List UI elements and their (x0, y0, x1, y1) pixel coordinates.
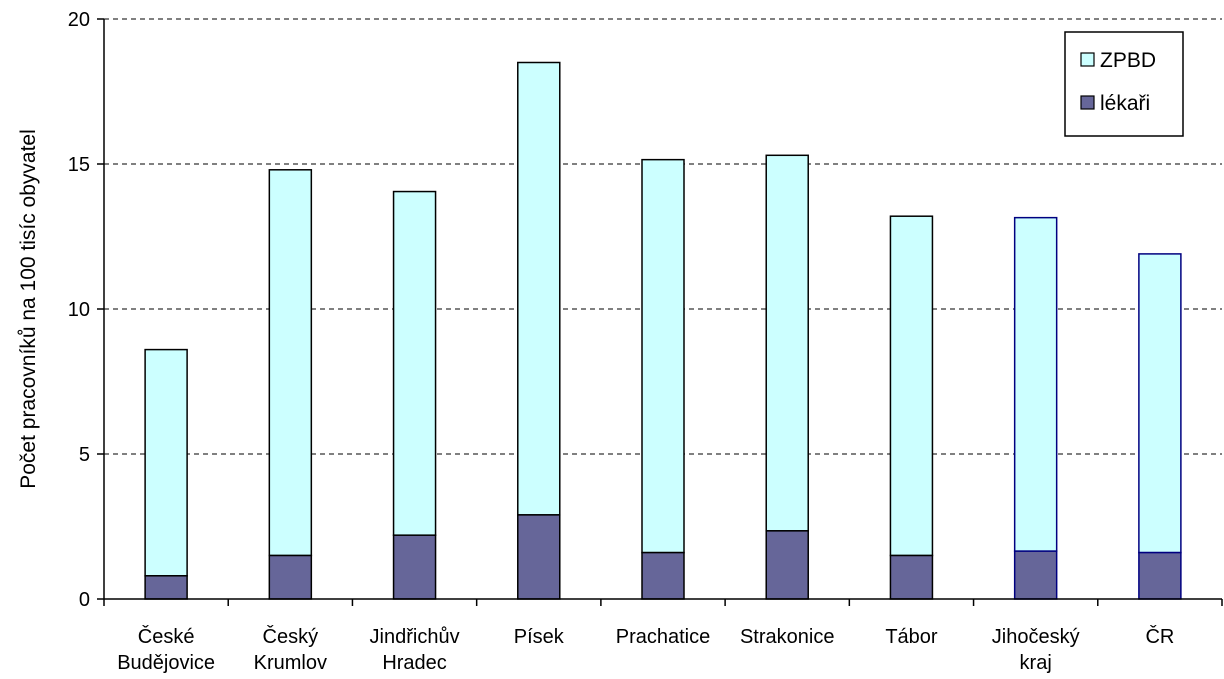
axes (97, 18, 1223, 606)
legend-swatch (1080, 52, 1095, 67)
x-category-label: Krumlov (254, 652, 327, 674)
legend-label: ZPBD (1100, 49, 1156, 72)
bar-lekari (889, 554, 934, 600)
bar-zpbd (641, 158, 685, 554)
bar-zpbd (1138, 253, 1182, 554)
x-category-labels: České Budějovice Český Krumlov Jindřichův Hra… (117, 625, 1174, 674)
bars (144, 61, 1182, 600)
x-category-label: Strakonice (740, 626, 835, 648)
bar-lekari (765, 530, 809, 600)
x-category-label: Hradec (382, 652, 446, 674)
y-tick-labels: 0 5 10 15 20 (68, 9, 90, 611)
x-category-label: Tábor (885, 626, 938, 648)
y-tick-label: 20 (68, 9, 90, 31)
bar-lekari (641, 551, 685, 600)
bar-zpbd (268, 169, 313, 557)
bar-lekari (1013, 550, 1058, 600)
y-tick-label: 10 (68, 299, 90, 321)
legend-swatch (1080, 95, 1095, 110)
bar-lekari (517, 514, 561, 600)
x-category-label: Jihočeský (992, 626, 1080, 648)
bar-zpbd (144, 348, 188, 577)
x-category-label: Budějovice (117, 652, 215, 674)
bar-zpbd (765, 154, 809, 532)
x-category-label: kraj (1020, 652, 1052, 674)
legend-box (1064, 31, 1184, 137)
x-category-label: Prachatice (616, 626, 711, 648)
x-category-label: České (138, 625, 195, 648)
x-category-label: ČR (1145, 625, 1174, 648)
x-category-label: Jindřichův (370, 626, 460, 648)
y-tick-label: 0 (79, 589, 90, 611)
x-category-label: Český (263, 625, 319, 648)
legend-label: lékaři (1100, 92, 1150, 115)
bar-lekari (268, 554, 313, 600)
x-category-label: Písek (514, 626, 565, 648)
bar-lekari (392, 534, 437, 600)
bar-zpbd (517, 61, 561, 516)
y-tick-label: 15 (68, 154, 90, 176)
bar-zpbd (889, 215, 934, 557)
legend: ZPBD lékaři (1064, 31, 1184, 137)
y-axis-label: Počet pracovníků na 100 tisíc obyvatel (17, 129, 40, 489)
y-tick-label: 5 (79, 444, 90, 466)
bar-lekari (1138, 551, 1182, 600)
bar-lekari (144, 575, 188, 600)
bar-zpbd (392, 190, 437, 536)
bar-zpbd (1013, 216, 1058, 552)
